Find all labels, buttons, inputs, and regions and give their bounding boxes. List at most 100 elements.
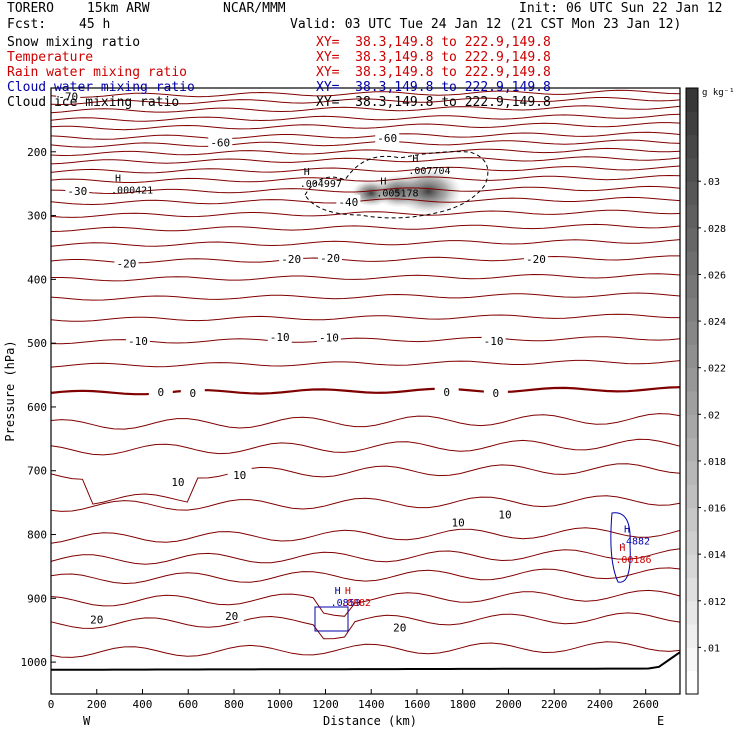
x-tick-label-13: 2600 [632,698,659,711]
isotherm-line-21 [50,359,681,368]
isotherm-line-19 [50,313,680,322]
isotherm-line-6 [50,139,681,148]
colorbar-cell-13 [686,367,698,392]
isotherm-line-1 [50,97,681,106]
colorbar-tick-label-6: .022 [702,364,726,375]
field-xy-rain: XY= 38.3,149.8 to 222.9,149.8 [316,65,551,80]
colorbar-cell-2 [686,624,698,648]
colorbar-cell-7 [686,507,698,532]
colorbar-tick-label-9: .028 [702,224,726,235]
colorbar-unit: g kg⁻¹ [702,88,735,98]
extremum-value-5: .0982 [341,598,371,609]
colorbar-cell-12 [686,391,698,415]
field-name-rain: Rain water mixing ratio [7,65,188,80]
isotherm-line-7 [50,147,681,157]
isotherm-label-bg-21 [84,612,109,626]
isotherm-label-21: 20 [90,614,103,627]
isotherm-line-16 [50,255,680,264]
isotherm-line-3 [50,113,681,122]
colorbar-tick-label-1: .012 [702,597,726,608]
field-name-cloud-ice: Cloud ice mixing ratio [7,95,180,110]
isotherm-line-29 [50,567,681,585]
isotherm-label-0: -70 [58,91,78,104]
isotherm-label-bg-17 [165,474,190,488]
y-axis: 200 300 400 500 600 700 800 900 1000 [21,146,56,669]
valid-time: Valid: 03 UTC Tue 24 Jan 12 (21 CST Mon … [290,17,682,32]
terrain-line [50,651,681,671]
colorbar-cell-15 [686,321,698,345]
colorbar-cell-10 [686,437,698,462]
isotherm-label-18: 10 [233,469,246,482]
x-tick-label-3: 600 [178,698,198,711]
contour-labels: -70 -60 -60 -40 -30 -20 -20 -20 -20 -10 -10 -10 -10 0… [56,89,548,634]
plot-frame [50,87,681,695]
y-axis-label: Pressure (hPa) [3,340,17,441]
isotherm-label-23: 20 [393,621,406,634]
colorbar: .01 .012 .014 .016 .018 .02 .022 .024 .026 .028 .0… [685,87,726,695]
field-xy-temperature: XY= 38.3,149.8 to 222.9,149.8 [316,50,551,65]
isotherm-label-22: 20 [225,610,238,623]
colorbar-cell-20 [686,204,698,229]
isotherm-label-bg-16 [483,386,508,400]
isotherm-line-26 [50,495,681,512]
field-xy-snow: XY= 38.3,149.8 to 222.9,149.8 [316,35,551,50]
isotherm-label-2: -60 [377,132,397,145]
x-tick-label-2: 400 [133,698,153,711]
field-xy-cloud-water: XY= 38.3,149.8 to 222.9,149.8 [316,80,551,95]
extremum-value-4: .0859 [331,598,361,609]
isotherm-label-3: -40 [338,196,358,209]
x-tick-label-10: 2000 [495,698,522,711]
extremum-mark-7: H [619,543,625,554]
colorbar-cell-25 [686,88,698,112]
isotherm-line-9 [50,165,681,174]
field-name-temperature: Temperature [7,50,94,65]
isotherm-label-4: -30 [67,185,87,198]
extremum-mark-0: H [115,173,121,184]
colorbar-cell-0 [686,670,698,695]
y-tick-label-6: 800 [27,529,47,542]
isotherm-line-27 [50,527,681,544]
y-tick-label-5: 700 [27,465,47,478]
init-time: Init: 06 UTC Sun 22 Jan 12 [519,1,723,16]
extremum-value-1: .004997 [300,179,342,190]
isotherm-contours [50,89,681,671]
x-tick-label-0: 0 [48,698,55,711]
colorbar-cell-22 [686,157,698,182]
x-axis: 0 200 400 600 800 1000 1200 1400 1600 1800 2000 220… [48,689,659,711]
isotherm-line-24 [50,438,681,456]
x-tick-label-5: 1000 [266,698,293,711]
x-tick-label-12: 2400 [587,698,614,711]
isotherm-label-bg-18 [227,467,252,481]
extremum-value-7: .00186 [615,555,651,566]
isotherm-label-20: 10 [498,508,511,521]
isotherm-label-bg-23 [387,620,412,634]
isotherm-line-28 [50,548,681,565]
west-label: W [83,714,91,728]
isotherm-label-bg-3 [336,194,361,208]
isotherm-line-15 [50,239,681,247]
isotherm-line-17 [51,273,681,282]
isotherm-label-5: -20 [117,258,137,271]
organization: NCAR/MMM [223,1,286,16]
forecast-hour: 45 h [79,17,111,32]
isotherm-label-bg-11 [316,330,341,344]
x-axis-label: Distance (km) [323,714,417,728]
isotherm-label-1: -60 [210,136,230,149]
isotherm-line-18 [50,292,681,301]
cloud-water-contour-west [314,606,349,632]
field-name-cloud-water: Cloud water mixing ratio [7,80,195,95]
colorbar-cell-11 [686,414,698,439]
field-name-snow: Snow mixing ratio [7,35,141,50]
isotherm-line-22 [50,386,681,396]
colorbar-cell-8 [686,484,698,509]
x-tick-label-1: 200 [87,698,107,711]
isotherm-line-25 [50,463,681,505]
colorbar-frame [685,87,699,695]
isotherm-line-11 [50,185,681,195]
x-tick-label-6: 1200 [312,698,339,711]
isotherm-label-bg-13 [148,384,173,398]
colorbar-tick-label-3: .016 [702,504,726,515]
isotherm-line-4 [50,122,681,131]
isotherm-line-13 [50,209,681,218]
